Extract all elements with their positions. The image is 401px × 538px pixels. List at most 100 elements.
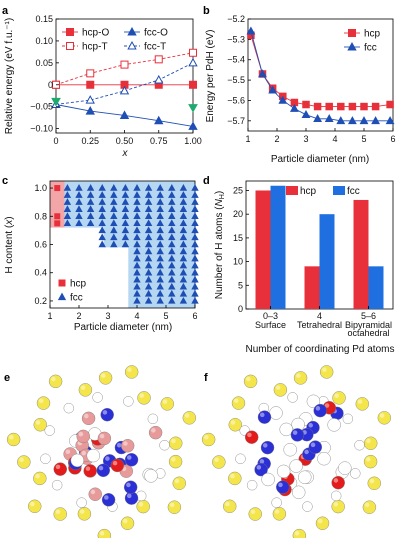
data-point-c-fcc bbox=[75, 184, 83, 191]
pd-atom-body bbox=[332, 391, 346, 405]
inner-atom bbox=[124, 453, 139, 467]
data-point-c-fcc bbox=[86, 191, 95, 198]
pd-atom-body bbox=[97, 528, 112, 538]
pd-atom-body bbox=[33, 418, 47, 432]
legend-label-a: fcc-T bbox=[144, 42, 166, 53]
h-atom-white-shine bbox=[156, 469, 161, 474]
legend-label-a: fcc-O bbox=[144, 28, 168, 39]
legend-label-c: hcp bbox=[70, 279, 87, 290]
pd-atom-body bbox=[33, 471, 47, 486]
pd-atom bbox=[137, 391, 151, 405]
legend-c: hcp fcc bbox=[57, 279, 87, 304]
pd-atom-body bbox=[363, 454, 378, 469]
inner-atom-shine bbox=[90, 489, 96, 495]
inner-atom bbox=[331, 476, 345, 490]
h-atom-white bbox=[354, 440, 365, 451]
data-point-c-fcc bbox=[168, 282, 176, 290]
h-atom-white-body bbox=[44, 425, 55, 436]
inner-atom-body bbox=[86, 448, 100, 463]
data-point-c-fcc bbox=[179, 205, 188, 212]
pd-atom-body bbox=[182, 411, 197, 425]
y-tick-label-a: −0.10 bbox=[30, 124, 53, 134]
data-point-c-fcc bbox=[86, 212, 95, 220]
data-point-c-fcc bbox=[98, 205, 106, 212]
inner-atom-shine bbox=[151, 428, 156, 433]
inner-atom-shine bbox=[319, 454, 324, 459]
inner-atom-shine bbox=[88, 451, 94, 456]
data-point-c-fcc bbox=[168, 289, 176, 297]
data-point-c-fcc bbox=[156, 261, 164, 269]
pd-atom bbox=[228, 418, 242, 432]
h-atom-white bbox=[63, 402, 75, 414]
inner-atom-shine bbox=[247, 432, 252, 438]
data-point-c-hcp bbox=[54, 185, 61, 192]
inner-atom-shine bbox=[263, 474, 269, 480]
inner-atom-shine bbox=[308, 396, 314, 402]
pd-atom-shine bbox=[230, 420, 236, 425]
y-tick-label-a: 0.05 bbox=[35, 58, 53, 68]
inner-atom-body bbox=[123, 480, 138, 494]
data-point-c-fcc bbox=[156, 184, 164, 191]
data-point-c-fcc bbox=[191, 212, 199, 220]
y-axis-label-c-var: x bbox=[4, 219, 15, 226]
category-sublabel-d: Bipyramidal bbox=[345, 320, 392, 330]
series-line-a-1 bbox=[55, 52, 194, 86]
h-atom-white-body bbox=[123, 396, 134, 407]
h-atom-white bbox=[92, 392, 103, 403]
pd-atom-shine bbox=[333, 502, 339, 507]
data-point-c-fcc bbox=[98, 233, 106, 241]
pd-atom bbox=[315, 516, 330, 530]
data-point-c-fcc bbox=[110, 205, 118, 212]
category-sublabel-d: octahedral bbox=[347, 328, 389, 338]
pd-atom-shine bbox=[250, 509, 256, 515]
inner-atom-shine bbox=[304, 449, 309, 455]
data-point-c-fcc bbox=[156, 191, 164, 198]
inner-atom-shine bbox=[81, 450, 86, 456]
inner-atom-body bbox=[257, 410, 272, 424]
inner-atom-body bbox=[97, 431, 112, 446]
data-point-c-fcc bbox=[121, 205, 130, 212]
inner-atom-shine bbox=[146, 471, 152, 476]
pd-atom bbox=[367, 476, 381, 490]
h-atom-white bbox=[271, 497, 282, 508]
data-point-b-1 bbox=[347, 116, 357, 125]
data-point-c-fcc bbox=[191, 205, 199, 212]
pd-atom-shine bbox=[169, 502, 175, 508]
legend-marker-a bbox=[127, 40, 137, 50]
pd-atom bbox=[169, 436, 183, 450]
atomic-structure-f bbox=[201, 365, 392, 538]
pd-atom bbox=[160, 397, 174, 411]
pd-atom-shine bbox=[317, 518, 323, 524]
pd-atom-body bbox=[98, 371, 113, 385]
data-point-c-fcc bbox=[168, 268, 176, 276]
data-point-b-1 bbox=[371, 116, 381, 125]
data-point-c-fcc bbox=[63, 198, 72, 205]
inner-atom-body bbox=[313, 403, 327, 418]
h-atom-white-body bbox=[354, 440, 365, 451]
data-point-b-1 bbox=[385, 116, 395, 125]
pd-atom-body bbox=[355, 397, 369, 411]
inner-atom-body bbox=[70, 453, 84, 468]
h-atom-white-shine bbox=[94, 393, 98, 398]
inner-atom bbox=[96, 463, 110, 478]
data-point-c-fcc bbox=[133, 198, 141, 205]
pd-atom-shine bbox=[364, 502, 370, 508]
data-point-c-fcc bbox=[156, 275, 164, 283]
data-point-c-fcc bbox=[191, 296, 199, 304]
inner-atom bbox=[306, 394, 321, 409]
data-point-a-2 bbox=[85, 106, 95, 115]
pd-atom bbox=[228, 471, 242, 486]
inner-atom-body bbox=[276, 464, 291, 479]
inner-atom-body bbox=[289, 459, 303, 473]
data-point-c-fcc bbox=[168, 233, 176, 241]
data-point-c-fcc bbox=[191, 275, 199, 283]
inner-atom-shine bbox=[300, 472, 305, 478]
data-point-a-3 bbox=[188, 57, 198, 67]
y-tick-label-c: 0.2 bbox=[34, 296, 47, 306]
data-point-c-fcc bbox=[144, 282, 153, 290]
category-label-d: 5–6 bbox=[361, 311, 376, 321]
pd-atom-body bbox=[53, 507, 67, 521]
h-atom-white-body bbox=[342, 413, 354, 425]
y-axis-label-c: H content (x) bbox=[4, 216, 15, 273]
pd-atom-shine bbox=[38, 398, 44, 404]
